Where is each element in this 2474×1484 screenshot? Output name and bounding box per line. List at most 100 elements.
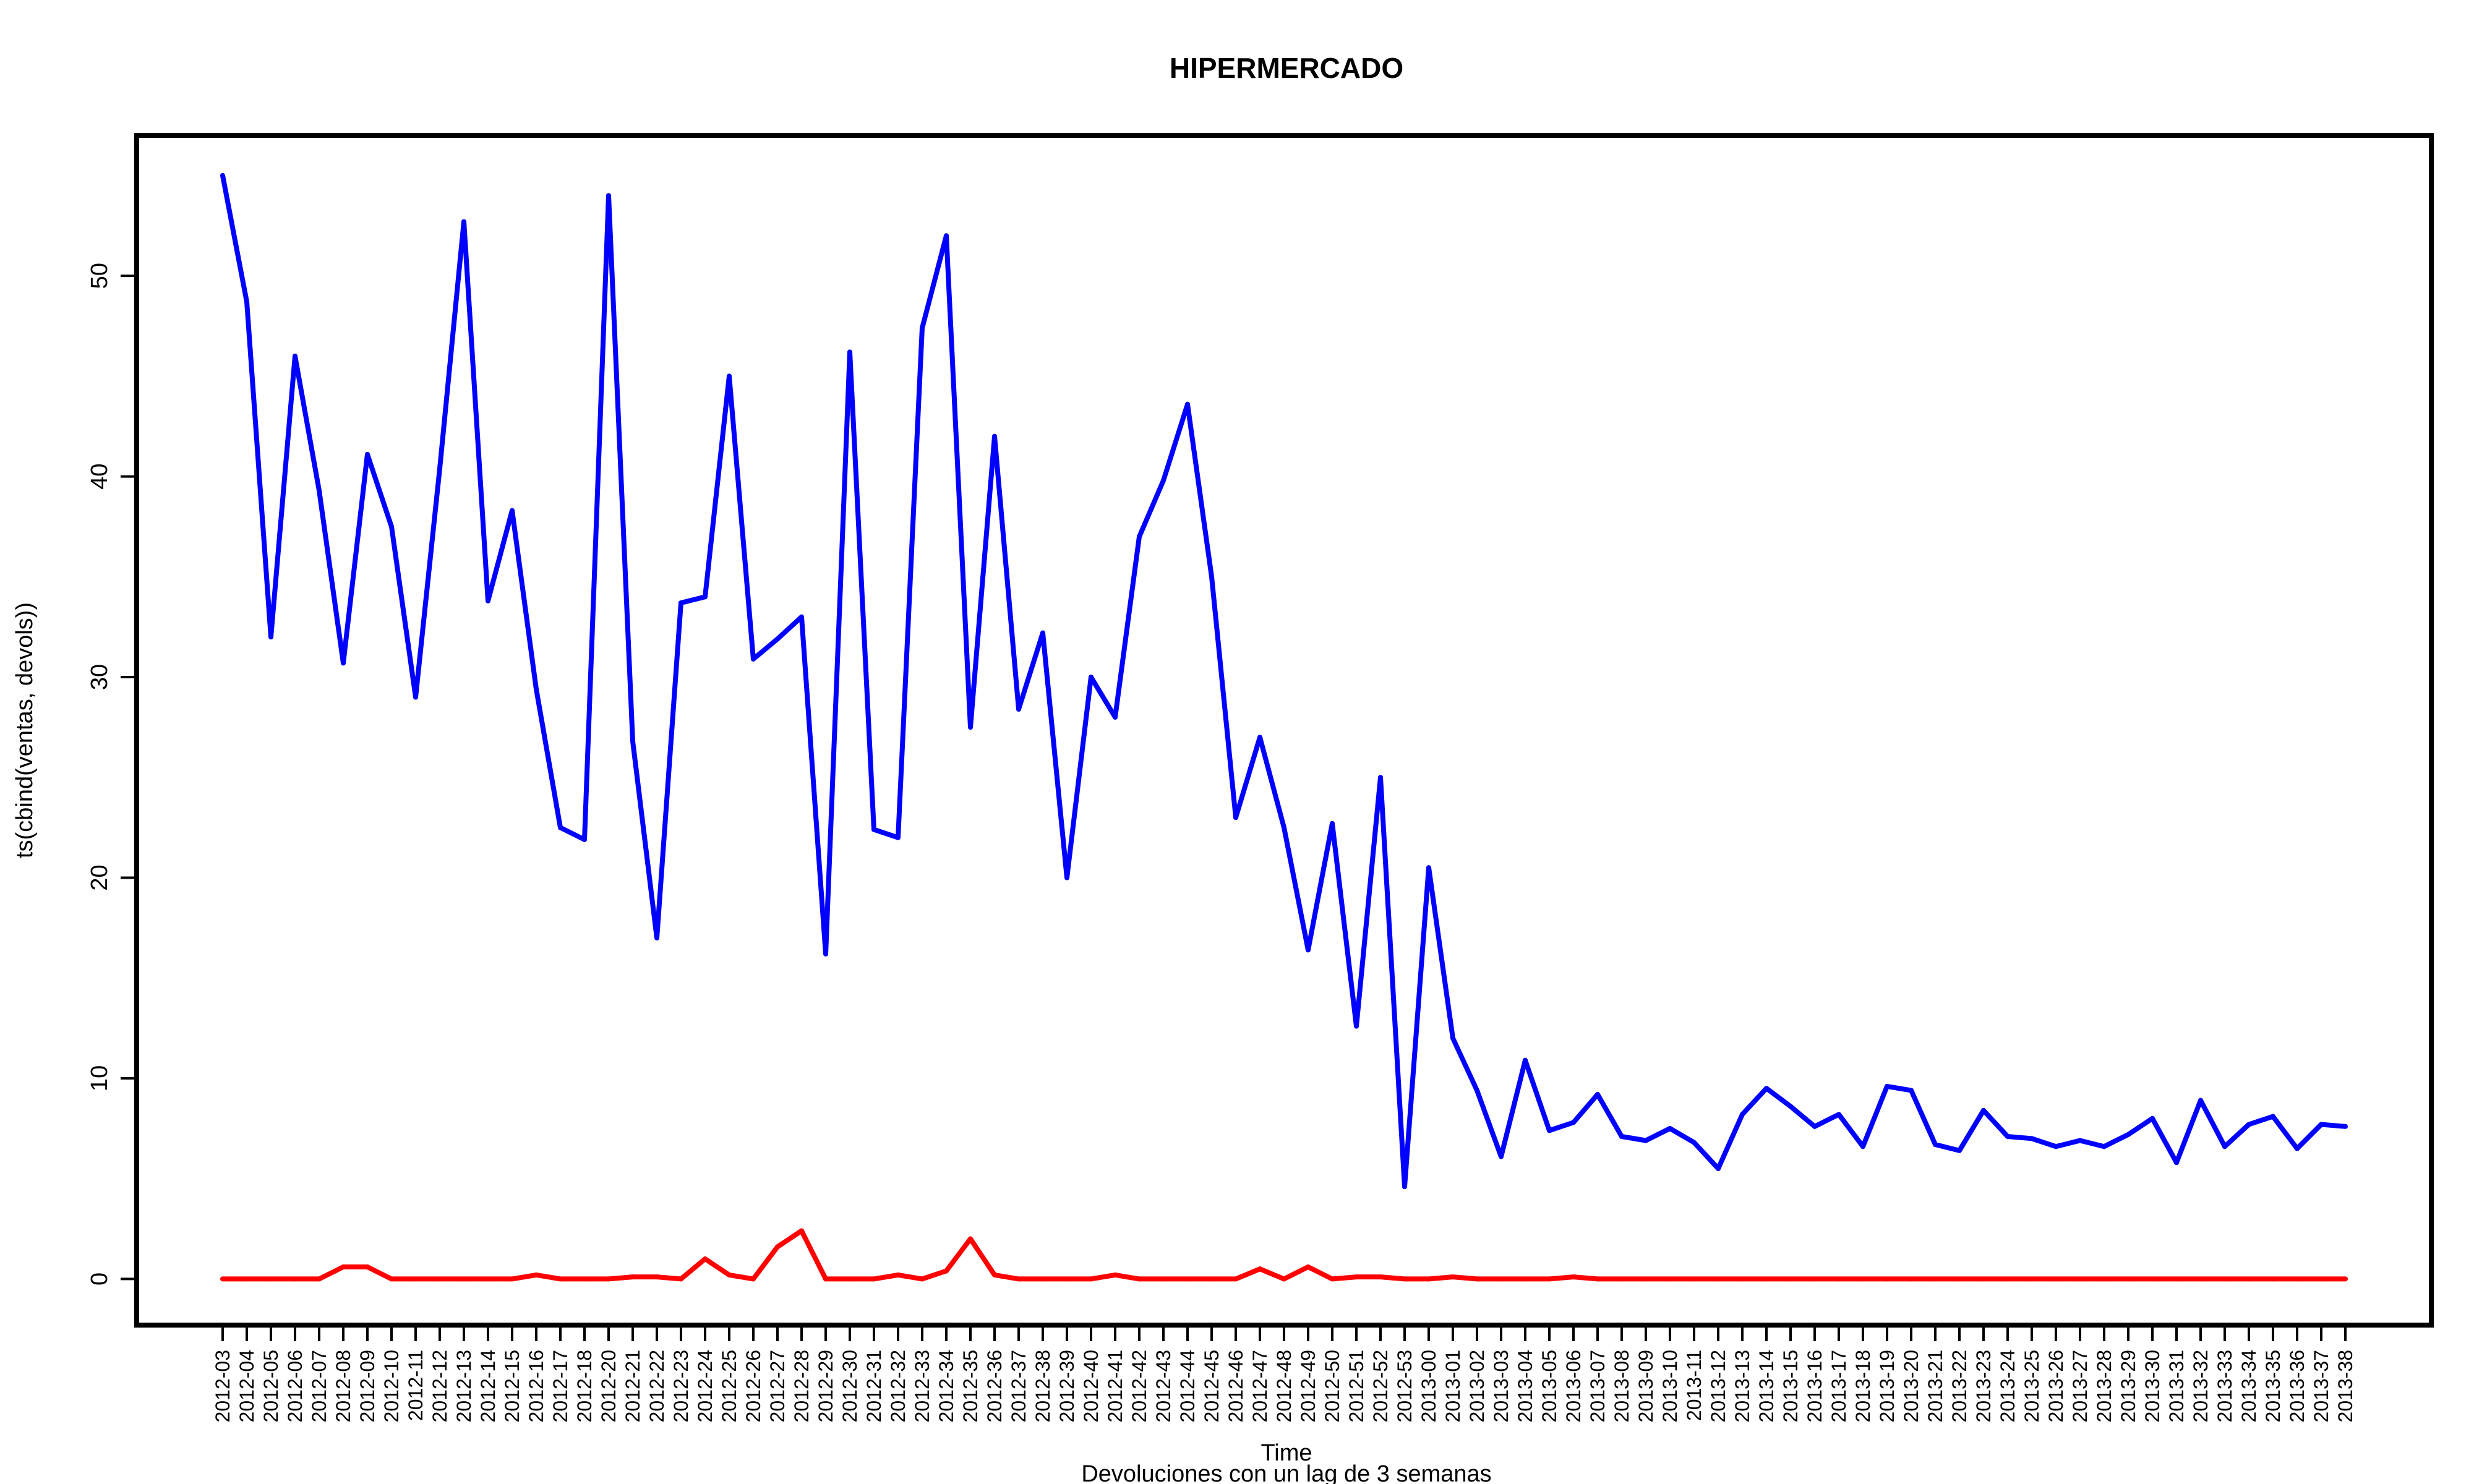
data-point	[1282, 825, 1286, 830]
data-point	[2078, 1276, 2082, 1282]
data-point	[1306, 947, 1311, 953]
data-point	[582, 837, 587, 842]
data-point	[293, 1276, 297, 1282]
x-tick-label: 2013-36	[2286, 1350, 2308, 1422]
x-tick-label: 2012-27	[766, 1350, 789, 1422]
data-point	[1209, 574, 1214, 579]
x-tick-label: 2013-11	[1683, 1350, 1705, 1421]
y-axis: 0 10 20 30 40 50	[87, 263, 137, 1286]
data-point	[751, 1276, 756, 1282]
x-tick-label: 2013-18	[1852, 1350, 1874, 1422]
data-point	[2150, 1276, 2155, 1282]
x-tick-label: 2013-33	[2214, 1350, 2236, 1422]
data-point	[1788, 1104, 1793, 1109]
data-point	[799, 1228, 804, 1234]
data-point	[1089, 1276, 1094, 1282]
x-tick-label: 2012-29	[815, 1350, 837, 1422]
x-axis: 2012-03 2012-04 2012-05 2012-06 2012-07 2012-…	[212, 1325, 2356, 1422]
data-point	[2246, 1276, 2251, 1282]
plot-frame	[134, 133, 2434, 1328]
data-point	[2174, 1276, 2179, 1282]
data-point	[896, 1272, 901, 1277]
x-tick-label: 2012-16	[525, 1350, 547, 1422]
x-tick-label: 2013-14	[1755, 1350, 1778, 1422]
x-tick-label: 2012-13	[453, 1350, 475, 1422]
data-point	[2126, 1132, 2131, 1137]
data-point	[920, 325, 925, 331]
y-tick-label: 0	[87, 1273, 113, 1286]
x-tick-label: 2013-08	[1611, 1350, 1633, 1422]
data-point	[2246, 1122, 2251, 1127]
data-point	[558, 1276, 563, 1282]
data-point	[2271, 1276, 2275, 1282]
x-tick-label: 2012-31	[863, 1350, 885, 1422]
x-tick-label: 2013-05	[1538, 1350, 1560, 1422]
data-point	[582, 1276, 587, 1282]
data-point	[1547, 1128, 1552, 1133]
data-point	[1185, 401, 1190, 407]
data-point	[1643, 1138, 1648, 1143]
y-tick-label: 30	[87, 664, 113, 690]
data-point	[678, 600, 683, 605]
data-point	[1812, 1124, 1817, 1129]
x-tick-label: 2012-25	[718, 1350, 740, 1422]
data-point	[2295, 1146, 2300, 1151]
x-tick-label: 2013-21	[1924, 1350, 1946, 1422]
data-point	[1209, 1276, 1214, 1282]
x-tick-label: 2013-26	[2045, 1350, 2067, 1422]
series-line-1	[220, 175, 2346, 1190]
data-point	[244, 299, 249, 305]
data-point	[510, 1276, 515, 1282]
x-tick-label: 2012-28	[790, 1350, 813, 1422]
x-tick-label: 2012-12	[429, 1350, 451, 1422]
x-tick-label: 2012-21	[622, 1350, 644, 1422]
x-tick-label: 2013-22	[1948, 1350, 1971, 1422]
data-point	[2319, 1122, 2324, 1127]
data-point	[775, 636, 780, 642]
data-point	[847, 1276, 852, 1282]
x-tick-label: 2013-23	[1972, 1350, 1995, 1422]
data-point	[1257, 735, 1262, 740]
x-tick-label: 2012-41	[1104, 1350, 1126, 1422]
data-point	[437, 466, 442, 471]
x-tick-label: 2012-20	[597, 1350, 620, 1422]
data-point	[1354, 1274, 1359, 1280]
data-point	[1812, 1276, 1817, 1282]
y-tick-label: 50	[87, 263, 113, 289]
x-tick-label: 2013-35	[2262, 1350, 2284, 1422]
data-point	[1692, 1140, 1697, 1145]
data-point	[2198, 1276, 2203, 1282]
x-tick-label: 2013-04	[1514, 1350, 1536, 1422]
data-point	[2053, 1144, 2058, 1149]
data-point	[461, 219, 466, 224]
data-point	[1306, 1264, 1311, 1269]
data-point	[1571, 1274, 1576, 1280]
x-tick-label: 2012-53	[1393, 1350, 1416, 1422]
data-point	[1137, 534, 1142, 539]
data-point	[703, 594, 708, 600]
data-point	[1475, 1276, 1479, 1282]
x-tick-label: 2012-36	[983, 1350, 1006, 1422]
data-point	[1909, 1276, 1914, 1282]
data-point	[1378, 775, 1383, 780]
x-tick-label: 2012-44	[1176, 1350, 1199, 1422]
data-point	[2198, 1098, 2203, 1103]
data-point	[389, 1276, 394, 1282]
data-point	[703, 1256, 708, 1261]
data-point	[1740, 1276, 1745, 1282]
data-point	[871, 827, 876, 832]
x-tick-label: 2012-49	[1297, 1350, 1319, 1422]
x-tick-label: 2013-28	[2093, 1350, 2115, 1422]
data-point	[1571, 1120, 1576, 1125]
x-tick-label: 2013-12	[1707, 1350, 1729, 1422]
x-axis-label: Time	[1261, 1440, 1312, 1466]
data-point	[2102, 1144, 2107, 1149]
data-point	[2029, 1136, 2034, 1141]
data-point	[1523, 1057, 1528, 1063]
chart-caption: Devoluciones con un lag de 3 semanas	[1081, 1461, 1491, 1484]
data-point	[1643, 1276, 1648, 1282]
data-point	[486, 1276, 490, 1282]
x-tick-label: 2012-05	[260, 1350, 282, 1422]
data-point	[1788, 1276, 1793, 1282]
